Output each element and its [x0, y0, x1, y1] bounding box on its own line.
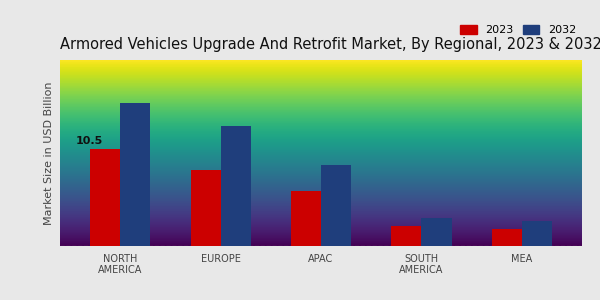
Bar — [321, 165, 351, 246]
Bar — [191, 170, 221, 246]
Bar — [221, 126, 251, 246]
Bar — [291, 190, 321, 246]
Bar — [391, 226, 421, 246]
Bar — [522, 221, 552, 246]
Y-axis label: Market Size in USD Billion: Market Size in USD Billion — [44, 81, 55, 225]
Bar — [491, 230, 522, 246]
Text: Armored Vehicles Upgrade And Retrofit Market, By Regional, 2023 & 2032: Armored Vehicles Upgrade And Retrofit Ma… — [60, 37, 600, 52]
Bar — [421, 218, 452, 246]
Legend: 2023, 2032: 2023, 2032 — [460, 25, 577, 35]
Text: 10.5: 10.5 — [76, 136, 103, 146]
Bar — [120, 103, 151, 246]
Bar — [90, 149, 120, 246]
